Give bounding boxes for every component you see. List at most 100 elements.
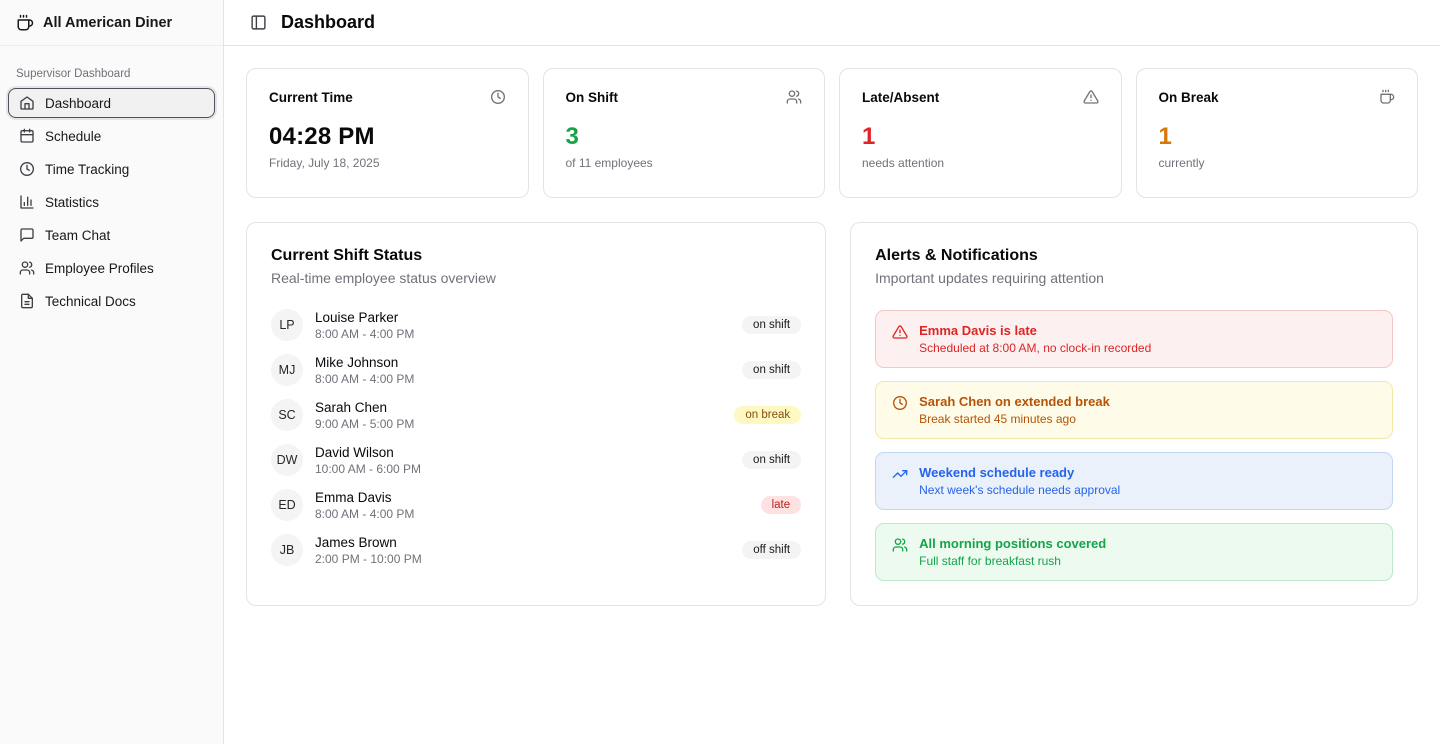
sidebar-nav: Dashboard Schedule Time Tracking Statist… — [0, 88, 223, 316]
employee-name: Emma Davis — [315, 489, 392, 505]
alert-detail: Scheduled at 8:00 AM, no clock-in record… — [919, 341, 1152, 355]
sidebar-item-employee-profiles[interactable]: Employee Profiles — [8, 253, 215, 283]
employee-row: JB James Brown 2:00 PM - 10:00 PM off sh… — [271, 531, 802, 569]
alert-list: Emma Davis is late Scheduled at 8:00 AM,… — [875, 310, 1393, 581]
alert-title: Sarah Chen on extended break — [919, 394, 1110, 409]
employee-name: James Brown — [315, 534, 397, 550]
home-icon — [19, 95, 35, 111]
stat-title: Late/Absent — [862, 89, 940, 105]
users-icon — [19, 260, 35, 276]
employee-name: Sarah Chen — [315, 399, 388, 415]
stat-card-on-shift: On Shift 3 of 11 employees — [542, 68, 825, 198]
status-badge: off shift — [742, 541, 802, 559]
sidebar-item-technical-docs[interactable]: Technical Docs — [8, 286, 215, 316]
panel-title: Current Shift Status — [271, 247, 423, 264]
sidebar-item-team-chat[interactable]: Team Chat — [8, 220, 215, 250]
stat-title: Current Time — [269, 89, 353, 105]
alert-detail: Next week's schedule needs approval — [919, 483, 1121, 497]
employee-name: Louise Parker — [315, 309, 399, 325]
status-badge: late — [760, 496, 802, 514]
employee-row: ED Emma Davis 8:00 AM - 4:00 PM late — [271, 486, 802, 524]
bar-chart-icon — [19, 194, 35, 210]
status-badge: on shift — [742, 316, 802, 334]
chat-icon — [19, 227, 35, 243]
employee-list: LP Louise Parker 8:00 AM - 4:00 PM on sh… — [271, 306, 802, 569]
employee-row: MJ Mike Johnson 8:00 AM - 4:00 PM on shi… — [271, 351, 802, 389]
alert-title: Emma Davis is late — [919, 323, 1037, 338]
avatar: SC — [271, 399, 303, 431]
avatar: LP — [271, 309, 303, 341]
status-badge: on break — [734, 406, 802, 424]
employee-name: David Wilson — [315, 444, 394, 460]
coffee-icon — [16, 14, 34, 32]
stat-card-on-break: On Break 1 currently — [1135, 68, 1418, 198]
alert-triangle-icon — [892, 324, 908, 340]
sidebar-item-label: Time Tracking — [45, 161, 130, 177]
stat-subtitle: of 11 employees — [565, 156, 653, 170]
stat-subtitle: Friday, July 18, 2025 — [269, 156, 380, 170]
stats-row: Current Time 04:28 PM Friday, July 18, 2… — [246, 68, 1418, 198]
panel-subtitle: Important updates requiring attention — [875, 270, 1104, 286]
employee-shift-time: 2:00 PM - 10:00 PM — [315, 551, 422, 566]
main-area: Dashboard Current Time 04:28 PM Friday, … — [224, 0, 1440, 744]
panel-subtitle: Real-time employee status overview — [271, 270, 496, 286]
trending-up-icon — [892, 466, 908, 482]
avatar: JB — [271, 534, 303, 566]
panels-row: Current Shift Status Real-time employee … — [246, 222, 1418, 606]
sidebar-item-label: Technical Docs — [45, 293, 136, 309]
current-shift-status-panel: Current Shift Status Real-time employee … — [246, 222, 827, 606]
alert-detail: Break started 45 minutes ago — [919, 412, 1076, 426]
stat-value: 1 — [862, 123, 876, 150]
brand-name: All American Diner — [43, 14, 173, 31]
clock-icon — [490, 89, 506, 105]
sidebar: All American Diner Supervisor Dashboard … — [0, 0, 224, 744]
sidebar-toggle-button[interactable] — [250, 14, 267, 31]
avatar: MJ — [271, 354, 303, 386]
alerts-panel: Alerts & Notifications Important updates… — [850, 222, 1418, 606]
employee-shift-time: 8:00 AM - 4:00 PM — [315, 326, 415, 341]
users-icon — [786, 89, 802, 105]
employee-row: DW David Wilson 10:00 AM - 6:00 PM on sh… — [271, 441, 802, 479]
stat-title: On Shift — [565, 89, 619, 105]
sidebar-item-label: Employee Profiles — [45, 260, 154, 276]
alert-triangle-icon — [1082, 89, 1099, 105]
calendar-icon — [19, 128, 35, 144]
stat-value: 1 — [1158, 123, 1173, 150]
status-badge: on shift — [742, 361, 802, 379]
sidebar-item-label: Dashboard — [45, 95, 112, 111]
clock-icon — [892, 395, 908, 411]
sidebar-item-label: Team Chat — [45, 227, 111, 243]
stat-subtitle: currently — [1158, 156, 1205, 170]
clock-icon — [19, 161, 35, 177]
stat-title: On Break — [1158, 89, 1219, 105]
main-header: Dashboard — [224, 0, 1440, 46]
stat-card-current-time: Current Time 04:28 PM Friday, July 18, 2… — [246, 68, 529, 198]
stat-card-late-absent: Late/Absent 1 needs attention — [839, 68, 1122, 198]
alert-item-coverage: All morning positions covered Full staff… — [875, 523, 1393, 581]
sidebar-item-statistics[interactable]: Statistics — [8, 187, 215, 217]
employee-row: SC Sarah Chen 9:00 AM - 5:00 PM on break — [271, 396, 802, 434]
alert-item-schedule: Weekend schedule ready Next week's sched… — [875, 452, 1393, 510]
alert-title: All morning positions covered — [919, 536, 1107, 551]
alert-item-break: Sarah Chen on extended break Break start… — [875, 381, 1393, 439]
alert-detail: Full staff for breakfast rush — [919, 554, 1061, 568]
coffee-icon — [1379, 89, 1395, 105]
avatar: ED — [271, 489, 303, 521]
employee-shift-time: 10:00 AM - 6:00 PM — [315, 461, 422, 476]
sidebar-item-dashboard[interactable]: Dashboard — [8, 88, 215, 118]
sidebar-item-time-tracking[interactable]: Time Tracking — [8, 154, 215, 184]
sidebar-item-label: Statistics — [45, 194, 100, 210]
sidebar-section-label: Supervisor Dashboard — [16, 68, 131, 80]
users-icon — [892, 537, 908, 553]
stat-value: 04:28 PM — [269, 123, 375, 150]
employee-name: Mike Johnson — [315, 354, 399, 370]
alert-item-late: Emma Davis is late Scheduled at 8:00 AM,… — [875, 310, 1393, 368]
document-icon — [19, 293, 35, 309]
alert-title: Weekend schedule ready — [919, 465, 1075, 480]
panel-title: Alerts & Notifications — [875, 247, 1038, 264]
stat-subtitle: needs attention — [862, 156, 945, 170]
sidebar-item-schedule[interactable]: Schedule — [8, 121, 215, 151]
employee-shift-time: 8:00 AM - 4:00 PM — [315, 371, 415, 386]
avatar: DW — [271, 444, 303, 476]
status-badge: on shift — [742, 451, 802, 469]
